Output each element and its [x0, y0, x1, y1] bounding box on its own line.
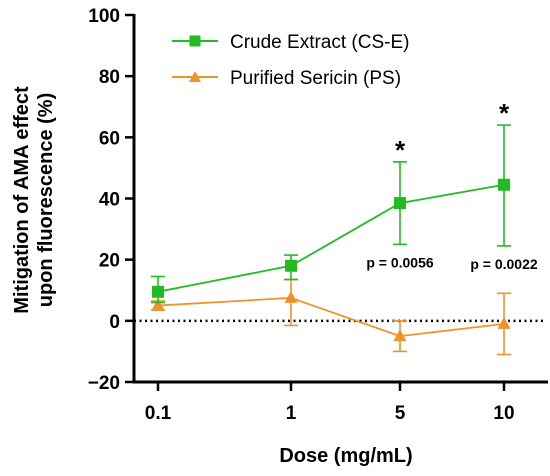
y-tick-label: 100 — [88, 6, 120, 27]
series-crude — [151, 124, 511, 304]
x-tick-label: 1 — [286, 403, 297, 424]
x-tick-label: 10 — [493, 403, 514, 424]
data-point-purified — [284, 290, 298, 303]
series-purified — [151, 278, 511, 356]
y-axis-label-line-1: Mitigation of AMA effect — [11, 86, 33, 314]
x-axis-label: Dose (mg/mL) — [279, 445, 412, 467]
y-tick-label: 0 — [109, 312, 120, 333]
data-point-crude — [498, 178, 510, 191]
y-tick-label: 80 — [99, 67, 120, 88]
data-point-purified — [151, 298, 165, 311]
series-line-purified — [157, 296, 505, 338]
legend-entry-crude: Crude Extract (CS-E) — [172, 32, 409, 53]
data-point-purified — [497, 316, 511, 329]
legend-purified-label: Purified Sericin (PS) — [230, 68, 401, 89]
x-tick-label: 0.1 — [145, 403, 172, 424]
data-point-crude — [394, 197, 406, 210]
axes: −20 0 20 40 60 80 100 0.1 1 5 10 — [88, 6, 548, 424]
annotations: * p = 0.0056 * p = 0.0022 — [366, 98, 538, 272]
series-layer — [151, 124, 511, 356]
series-line-crude — [157, 183, 505, 293]
y-tick-label: 60 — [99, 128, 120, 149]
legend-purified-triangle-marker — [189, 71, 201, 82]
y-tick-label: 20 — [99, 251, 120, 272]
legend-crude-square-marker — [189, 35, 201, 47]
significance-star: * — [395, 135, 406, 165]
significance-star: * — [499, 98, 510, 128]
data-point-crude — [285, 259, 297, 272]
legend-crude-label: Crude Extract (CS-E) — [230, 32, 409, 53]
y-axis-label-line-2: upon fluorescence (%) — [35, 93, 57, 307]
p-value-label: p = 0.0022 — [470, 256, 538, 272]
y-tick-label: 40 — [99, 190, 120, 211]
legend-entry-purified: Purified Sericin (PS) — [172, 68, 401, 89]
y-tick-label: −20 — [88, 373, 120, 394]
data-point-purified — [393, 329, 407, 342]
x-tick-label: 5 — [395, 403, 406, 424]
p-value-label: p = 0.0056 — [366, 254, 434, 270]
y-axis-title: Mitigation of AMA effect upon fluorescen… — [11, 86, 57, 314]
legend: Crude Extract (CS-E) Purified Sericin (P… — [172, 32, 409, 89]
data-point-crude — [152, 285, 164, 298]
